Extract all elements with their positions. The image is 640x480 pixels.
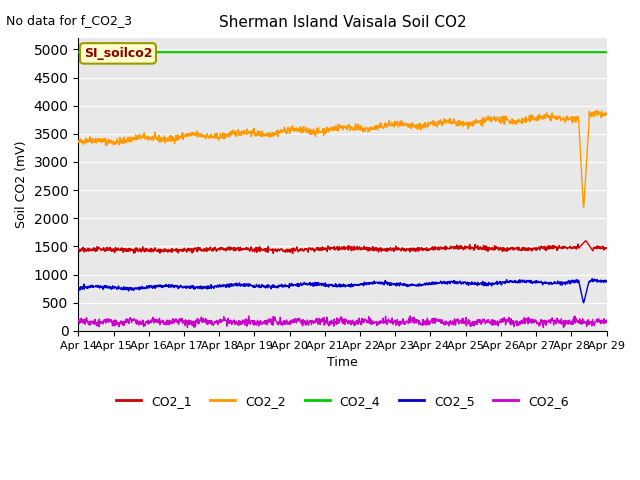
Y-axis label: Soil CO2 (mV): Soil CO2 (mV) bbox=[15, 141, 28, 228]
X-axis label: Time: Time bbox=[327, 356, 358, 369]
Title: Sherman Island Vaisala Soil CO2: Sherman Island Vaisala Soil CO2 bbox=[219, 15, 467, 30]
Text: SI_soilco2: SI_soilco2 bbox=[84, 47, 152, 60]
Text: No data for f_CO2_3: No data for f_CO2_3 bbox=[6, 14, 132, 27]
Legend: CO2_1, CO2_2, CO2_4, CO2_5, CO2_6: CO2_1, CO2_2, CO2_4, CO2_5, CO2_6 bbox=[111, 390, 574, 413]
